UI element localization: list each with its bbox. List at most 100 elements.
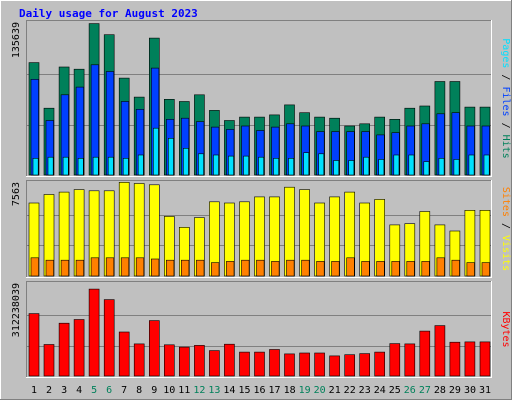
bar-sites-day-20 [316,261,325,277]
bar-sites-day-16 [256,259,265,277]
x-tick-label-day-29: 29 [449,385,461,396]
bar-pages-day-10 [168,138,174,176]
bar-pages-day-19 [303,152,310,176]
bar-kbytes-day-9 [149,320,160,377]
bar-sites-day-19 [301,259,310,277]
bar-kbytes-day-13 [209,350,220,377]
bar-pages-day-29 [453,159,460,176]
bar-pages-day-30 [468,154,475,176]
bar-kbytes-day-29 [449,341,461,377]
bar-kbytes-day-5 [88,288,100,377]
x-tick-label-day-10: 10 [163,385,175,396]
bar-sites-day-31 [481,262,490,277]
bar-sites-day-12 [196,259,205,277]
bar-pages-day-13 [213,154,219,176]
ylabel-kbytes: KBytes [500,311,511,347]
bar-sites-day-21 [331,261,340,277]
bar-sites-day-8 [135,257,145,277]
x-tick-label-day-25: 25 [389,385,401,396]
x-tick-label-day-17: 17 [268,385,280,396]
x-tick-label-day-18: 18 [284,385,296,396]
ymax-label-kbytes: 312238039 [11,283,22,337]
ylabel-part-pages: Pages [500,38,511,68]
x-tick-label-day-3: 3 [61,385,67,396]
ylabel-separator: / [500,68,511,86]
x-tick-label-day-1: 1 [31,385,37,396]
x-tick-label-day-4: 4 [76,385,82,396]
x-tick-label-day-22: 22 [344,385,356,396]
bar-pages-day-2 [47,156,54,176]
bar-kbytes-day-12 [194,345,205,377]
bar-pages-day-4 [77,158,84,176]
bar-kbytes-day-10 [164,344,175,377]
bar-sites-day-15 [241,259,250,277]
x-tick-label-day-27: 27 [419,385,431,396]
bar-sites-day-7 [120,257,130,277]
bar-kbytes-day-22 [344,354,356,377]
bar-pages-day-11 [183,148,189,176]
bar-kbytes-day-17 [269,349,280,377]
ylabel-part-visits: Visits [500,235,511,271]
bar-sites-day-27 [421,261,430,277]
bar-pages-day-24 [378,159,385,176]
bar-pages-day-3 [62,156,69,176]
bar-sites-day-9 [151,258,160,277]
bar-kbytes-day-21 [329,355,340,377]
x-tick-label-day-30: 30 [464,385,476,396]
ylabel-separator: / [500,117,511,135]
x-tick-label-day-31: 31 [479,385,491,396]
x-tick-label-day-13: 13 [208,385,220,396]
ylabel-part-kbytes: KBytes [500,311,511,347]
x-tick-label-day-24: 24 [374,385,386,396]
bar-kbytes-day-6 [103,299,115,377]
bar-pages-day-28 [438,158,445,176]
bar-pages-day-7 [122,158,129,176]
bar-sites-day-10 [166,259,175,277]
x-tick-label-day-20: 20 [314,385,326,396]
x-tick-label-day-7: 7 [121,385,127,396]
x-tick-label-day-19: 19 [299,385,311,396]
bar-kbytes-day-2 [43,344,55,377]
chart-title: Daily usage for August 2023 [19,7,198,20]
bar-kbytes-day-20 [314,352,325,377]
bar-kbytes-day-27 [419,330,431,377]
bar-sites-day-17 [271,261,280,277]
x-tick-label-day-21: 21 [329,385,341,396]
bar-kbytes-day-26 [404,343,416,377]
bar-sites-day-5 [90,257,99,277]
ylabel-hits-files-pages: Pages / Files / Hits [500,38,511,158]
x-tick-label-day-14: 14 [223,385,235,396]
bar-kbytes-day-14 [224,343,235,377]
bar-sites-day-23 [361,261,370,277]
bar-pages-day-23 [363,156,370,176]
bar-sites-day-14 [226,261,235,277]
x-tick-label-day-23: 23 [359,385,371,396]
bar-sites-day-3 [60,259,69,277]
bar-pages-day-22 [348,160,355,176]
x-tick-label-day-28: 28 [434,385,446,396]
bar-sites-day-28 [436,257,445,277]
bar-pages-day-26 [408,154,415,176]
bar-pages-day-31 [483,154,490,176]
ylabel-part-sites: Sites [500,187,511,217]
x-tick-label-day-16: 16 [253,385,265,396]
x-tick-label-day-8: 8 [136,385,142,396]
bar-kbytes-day-7 [118,331,130,377]
x-tick-label-day-26: 26 [404,385,416,396]
bar-kbytes-day-1 [28,313,40,377]
bar-sites-day-30 [466,262,475,277]
bar-pages-day-9 [153,127,159,176]
bar-kbytes-day-16 [254,351,265,377]
x-tick-label-day-12: 12 [193,385,205,396]
bar-sites-day-25 [391,261,400,277]
x-tick-label-day-15: 15 [238,385,250,396]
bar-sites-day-22 [346,257,355,277]
bar-sites-day-18 [286,259,295,277]
bar-kbytes-day-15 [239,351,250,377]
bar-sites-day-2 [45,259,54,277]
ylabel-part-hits: Hits [500,135,511,159]
bar-pages-day-27 [423,161,430,176]
